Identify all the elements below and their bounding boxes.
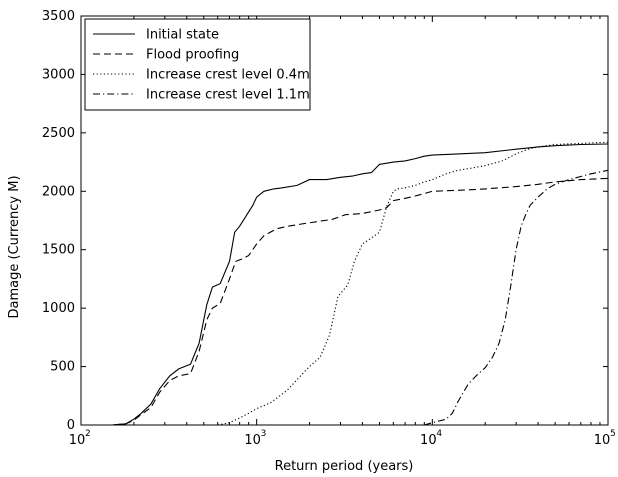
plot-frame bbox=[80, 15, 609, 426]
x-tick-base: 10 bbox=[420, 433, 437, 448]
legend: Initial state Flood proofing Increase cres… bbox=[84, 18, 311, 111]
y-tick-label: 3000 bbox=[42, 67, 75, 82]
legend-item: Flood proofing bbox=[93, 48, 239, 63]
x-tick-base: 10 bbox=[594, 433, 611, 448]
y-tick-label: 500 bbox=[50, 360, 75, 375]
y-tick-label: 1000 bbox=[42, 301, 75, 316]
legend-label: Increase crest level 1.1m bbox=[146, 88, 310, 103]
y-tick-label: 3500 bbox=[42, 9, 75, 24]
legend-item: Initial state bbox=[93, 28, 219, 43]
legend-item: Increase crest level 0.4m bbox=[93, 68, 310, 83]
x-tick-base: 10 bbox=[69, 433, 86, 448]
legend-item: Increase crest level 1.1m bbox=[93, 88, 310, 103]
series-line-1 bbox=[81, 143, 609, 426]
x-tick-label: 10 5 bbox=[594, 429, 616, 448]
x-tick-exponent: 3 bbox=[261, 429, 267, 439]
series-layer bbox=[81, 141, 609, 426]
x-tick-label: 10 4 bbox=[420, 429, 442, 448]
x-tick-exponent: 2 bbox=[85, 429, 91, 439]
y-tick-label: 2500 bbox=[42, 126, 75, 141]
x-tick-exponent: 4 bbox=[436, 429, 442, 439]
x-tick-label: 10 2 bbox=[69, 429, 91, 448]
series-line-4 bbox=[424, 169, 609, 426]
series-line-3 bbox=[217, 141, 609, 426]
x-axis-label: Return period (years) bbox=[275, 459, 414, 474]
y-tick-label: 1500 bbox=[42, 243, 75, 258]
legend-label: Initial state bbox=[146, 28, 219, 43]
y-axis-label: Damage (Currency M) bbox=[7, 175, 22, 318]
x-tick-base: 10 bbox=[244, 433, 261, 448]
y-tick-label: 2000 bbox=[42, 184, 75, 199]
legend-label: Flood proofing bbox=[146, 48, 239, 63]
series-line-2 bbox=[81, 177, 609, 426]
x-tick-exponent: 5 bbox=[610, 429, 616, 439]
legend-label: Increase crest level 0.4m bbox=[146, 68, 310, 83]
y-tick-label: 0 bbox=[67, 418, 75, 433]
x-tick-label: 10 3 bbox=[244, 429, 266, 448]
